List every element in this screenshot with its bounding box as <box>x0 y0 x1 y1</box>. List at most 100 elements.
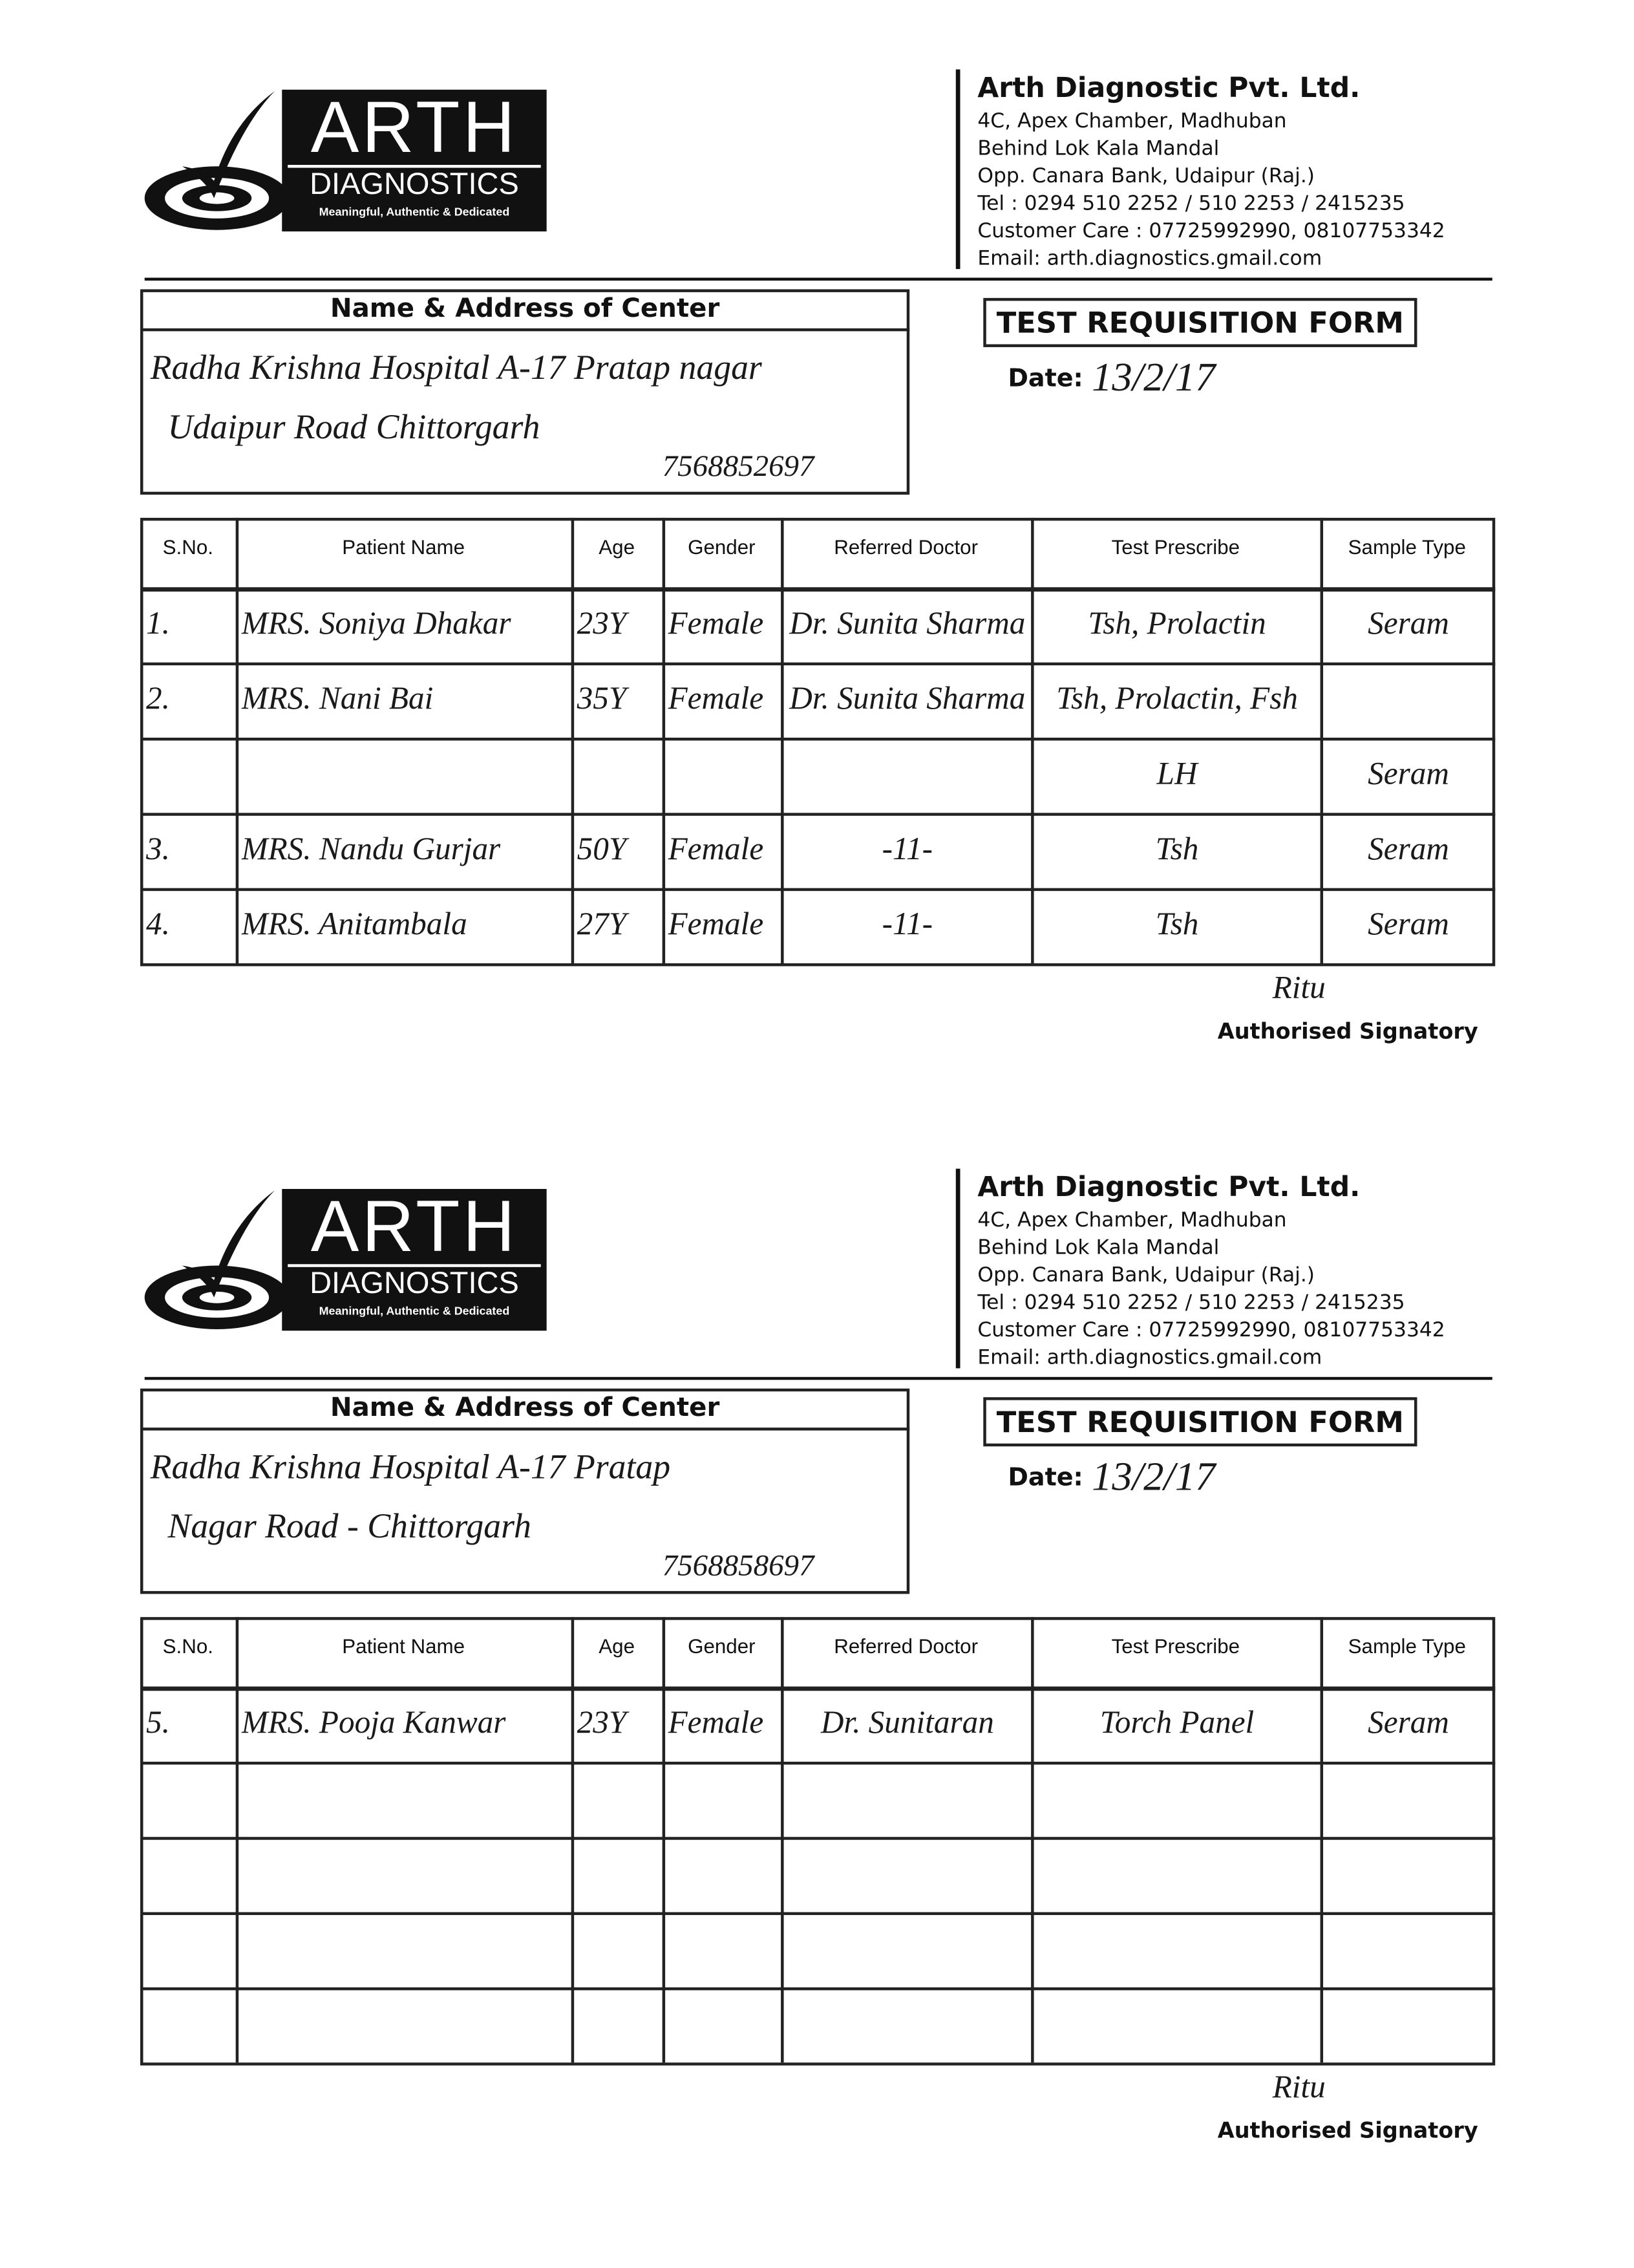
row-rule <box>140 1761 1496 1764</box>
form-title: TEST REQUISITION FORM <box>983 297 1417 347</box>
col-rule <box>571 517 574 963</box>
logo-name: ARTH <box>310 1186 518 1267</box>
center-line: Radha Krishna Hospital A-17 Pratap <box>150 1449 671 1487</box>
col-rule <box>235 1617 239 2063</box>
table-cell: 3. <box>145 830 170 867</box>
table-header: Age <box>599 1634 635 1658</box>
company-line: Email: arth.diagnostics.gmail.com <box>977 1346 1322 1370</box>
date-label: Date: <box>1008 1464 1083 1493</box>
col-rule <box>1320 517 1322 963</box>
table-cell: Female <box>668 830 764 867</box>
logo-sub: DIAGNOSTICS <box>288 165 541 202</box>
company-line: Opp. Canara Bank, Udaipur (Raj.) <box>977 1264 1315 1288</box>
table-cell: Torch Panel <box>1099 1704 1255 1740</box>
company-name: Arth Diagnostic Pvt. Ltd. <box>977 72 1361 105</box>
date-value: 13/2/17 <box>1092 1455 1216 1500</box>
table-header: S.No. <box>162 535 213 559</box>
company-line: Customer Care : 07725992990, 08107753342 <box>977 1319 1445 1343</box>
table-cell: Female <box>668 604 764 641</box>
row-rule <box>140 1837 1496 1839</box>
company-line: Behind Lok Kala Mandal <box>977 1236 1220 1260</box>
table-cell: Seram <box>1368 830 1449 867</box>
col-rule <box>781 517 783 963</box>
table-cell: Seram <box>1368 754 1449 791</box>
date-value: 13/2/17 <box>1092 356 1216 401</box>
col-rule <box>1320 1617 1322 2063</box>
table-cell: Dr. Sunitaran <box>820 1704 994 1740</box>
table-cell: 23Y <box>577 1704 627 1740</box>
center-line: Nagar Road - Chittorgarh <box>167 1508 531 1546</box>
table-border <box>140 517 1496 967</box>
table-cell: -11- <box>882 830 933 867</box>
signature-mark: Ritu <box>1272 968 1326 1005</box>
table-cell: Female <box>668 1704 764 1740</box>
table-cell: 5. <box>145 1704 170 1740</box>
col-rule <box>235 517 239 963</box>
table-header: Patient Name <box>342 535 465 559</box>
table-cell: Tsh, Prolactin, Fsh <box>1056 679 1298 716</box>
table-cell: Dr. Sunita Sharma <box>789 679 1026 716</box>
table-cell: Seram <box>1368 905 1449 942</box>
table-cell: 2. <box>145 679 170 716</box>
row-rule <box>140 1912 1496 1914</box>
table-header: S.No. <box>162 1634 213 1658</box>
date-label: Date: <box>1008 364 1083 394</box>
col-rule <box>662 1617 664 2063</box>
table-cell: MRS. Anitambala <box>241 905 467 942</box>
company-name: Arth Diagnostic Pvt. Ltd. <box>977 1171 1361 1204</box>
table-cell: Seram <box>1368 604 1449 641</box>
table-header: Referred Doctor <box>834 535 979 559</box>
rule <box>144 1376 1492 1380</box>
table-cell: 4. <box>145 905 170 942</box>
logo-tagline: Meaningful, Authentic & Dedicated <box>319 1304 510 1318</box>
logo-sub: DIAGNOSTICS <box>288 1264 541 1301</box>
center-box <box>140 289 910 495</box>
table-cell: 27Y <box>577 905 627 942</box>
table-header: Age <box>599 535 635 559</box>
header-rule <box>140 1686 1496 1691</box>
row-rule <box>140 1987 1496 1990</box>
center-line: Udaipur Road Chittorgarh <box>167 409 540 447</box>
table-cell: -11- <box>882 905 933 942</box>
col-rule <box>571 1617 574 2063</box>
row-rule <box>140 888 1496 890</box>
table-cell: Seram <box>1368 1704 1449 1740</box>
row-rule <box>140 813 1496 815</box>
table-header: Test Prescribe <box>1111 535 1240 559</box>
rule <box>144 277 1492 281</box>
logo-tagline: Meaningful, Authentic & Dedicated <box>319 205 510 219</box>
table-header: Test Prescribe <box>1111 1634 1240 1658</box>
table-header: Sample Type <box>1348 1634 1466 1658</box>
table-cell: 35Y <box>577 679 627 716</box>
table-cell: Tsh, Prolactin <box>1088 604 1266 641</box>
col-rule <box>1031 517 1034 963</box>
table-cell: Female <box>668 679 764 716</box>
logo-mark <box>144 91 290 230</box>
col-rule <box>781 1617 783 2063</box>
center-line: Radha Krishna Hospital A-17 Pratap nagar <box>150 350 762 388</box>
signature-mark: Ritu <box>1272 2068 1326 2105</box>
company-line: Tel : 0294 510 2252 / 510 2253 / 2415235 <box>977 1291 1405 1315</box>
company-line: 4C, Apex Chamber, Madhuban <box>977 1209 1287 1233</box>
divider <box>955 1168 960 1369</box>
table-header: Patient Name <box>342 1634 465 1658</box>
row-rule <box>140 662 1496 665</box>
table-cell: MRS. Soniya Dhakar <box>241 604 511 641</box>
table-cell: LH <box>1156 754 1198 791</box>
company-line: Opp. Canara Bank, Udaipur (Raj.) <box>977 165 1315 188</box>
company-line: Customer Care : 07725992990, 08107753342 <box>977 220 1445 243</box>
table-cell: MRS. Nandu Gurjar <box>241 830 501 867</box>
company-line: 4C, Apex Chamber, Madhuban <box>977 110 1287 133</box>
center-heading: Name & Address of Center <box>140 1393 910 1431</box>
table-header: Gender <box>688 535 756 559</box>
logo-mark <box>144 1190 290 1329</box>
table-cell: Tsh <box>1155 830 1199 867</box>
center-line: 7568852697 <box>662 448 814 484</box>
table-cell: 23Y <box>577 604 627 641</box>
table-cell: MRS. Nani Bai <box>241 679 434 716</box>
col-rule <box>662 517 664 963</box>
table-cell: 50Y <box>577 830 627 867</box>
center-heading: Name & Address of Center <box>140 294 910 332</box>
company-line: Tel : 0294 510 2252 / 510 2253 / 2415235 <box>977 192 1405 216</box>
